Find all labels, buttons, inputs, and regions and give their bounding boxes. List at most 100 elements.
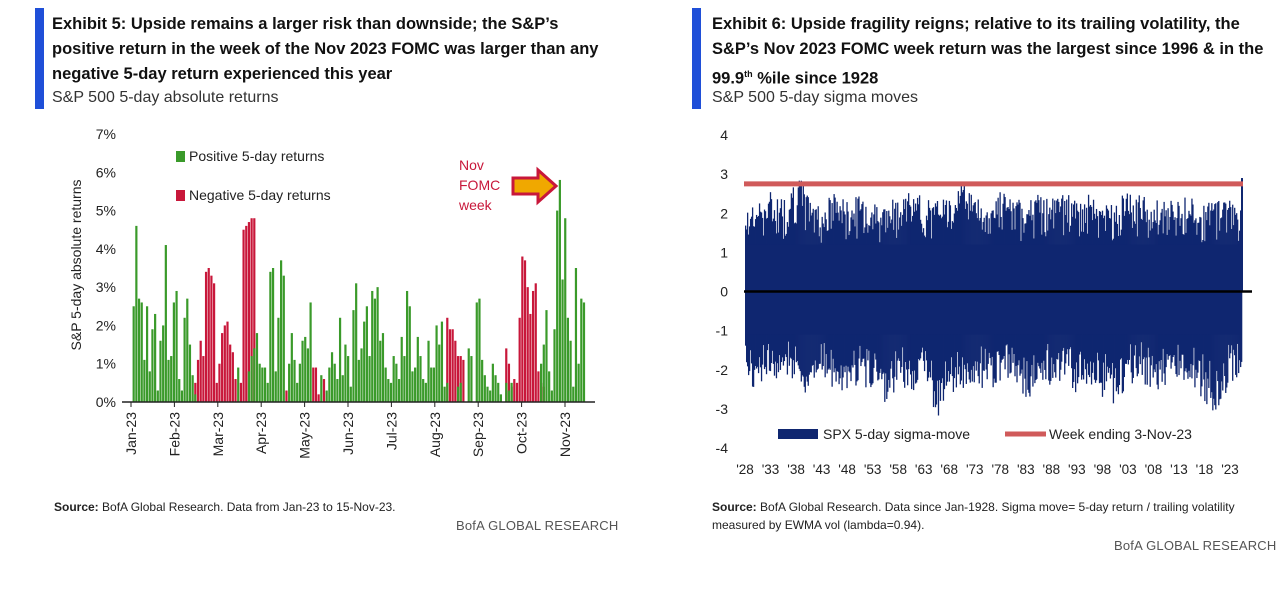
negative-return-bar [221,333,224,402]
positive-return-bar [325,390,328,402]
right-title-line3-sup: th [744,69,753,79]
positive-return-bar [172,302,175,402]
positive-return-bar [301,340,304,402]
negative-return-bar [451,329,454,402]
negative-return-bar [523,260,527,402]
left-x-tick-label: Oct-23 [514,412,530,454]
positive-return-bar [483,375,486,402]
positive-return-bar [507,390,511,402]
left-subtitle: S&P 500 5-day absolute returns [52,89,279,106]
negative-return-bar [454,340,457,402]
right-title: Exhibit 6: Upside fragility reigns; rela… [712,12,1277,92]
right-x-tick-label: '38 [787,462,805,477]
positive-return-bar [419,356,422,402]
right-title-line3: 99.9th %ile since 1928 [712,62,1277,92]
left-y-tick-label: 1% [96,356,116,372]
right-x-tick-label: '13 [1170,462,1188,477]
positive-return-bar [582,302,586,402]
negative-return-bar [194,382,197,402]
negative-return-bar [537,371,540,402]
positive-return-bar [414,367,417,402]
right-source: Source: BofA Global Research. Data since… [712,498,1277,534]
left-y-tick-label: 3% [96,279,116,295]
positive-return-bar [237,367,240,402]
positive-return-bar [422,379,425,402]
negative-return-bar [446,317,449,402]
right-y-tick-label: 2 [720,205,728,221]
legend-negative-swatch [176,190,185,201]
left-source-text: BofA Global Research. Data from Jan-23 t… [102,500,396,514]
positive-return-bar [320,375,323,402]
positive-return-bar [572,386,575,402]
left-title-line2: positive return in the week of the Nov 2… [52,40,599,58]
positive-return-bar [191,375,194,402]
positive-return-bar [164,245,167,402]
negative-return-bar [204,271,208,402]
positive-return-bar [261,367,264,402]
left-x-tick-label: Jan-23 [123,412,139,455]
left-accent-bar [35,8,44,109]
positive-return-bar [580,298,583,402]
positive-return-bar [569,340,572,402]
positive-return-bar [194,394,197,402]
right-y-tick-label: 4 [720,127,728,143]
left-title-line3: negative 5-day return experienced this y… [52,65,393,83]
positive-return-bar [336,379,339,402]
positive-return-bar [456,386,460,402]
right-x-tick-label: '93 [1068,462,1086,477]
left-title-line1: Exhibit 5: Upside remains a larger risk … [52,15,559,33]
positive-return-bar [338,317,342,402]
right-title-line3-post: %ile since 1928 [752,69,879,88]
left-chart: S&P 5-day absolute returns 0% 1% 2% 3% 4% 5% 6… [68,126,595,459]
negative-return-bar [314,367,318,402]
left-panel: Exhibit 5: Upside remains a larger risk … [0,0,640,575]
positive-return-bar [577,363,580,402]
positive-return-bar [349,386,352,402]
right-accent-bar [692,8,701,109]
positive-return-bar [405,290,409,402]
negative-return-bar [518,317,521,402]
positive-return-bar [497,382,500,402]
right-source-label: Source: [712,500,757,514]
positive-return-bar [494,375,497,402]
positive-return-bar [486,386,489,402]
annotation-line3: week [458,197,493,213]
right-x-tick-label: '98 [1094,462,1112,477]
positive-return-bar [344,344,347,402]
left-x-tick-label: Apr-23 [253,412,269,454]
negative-return-bar [218,363,221,402]
positive-return-bar [564,218,567,402]
positive-return-bar [435,325,438,402]
positive-return-bar [296,382,299,402]
positive-return-bar [545,310,548,402]
negative-return-bar [448,329,452,402]
positive-return-bar [151,329,154,402]
left-y-axis-label: S&P 5-day absolute returns [68,180,84,351]
positive-return-bar [446,382,449,402]
positive-return-bar [499,394,503,402]
positive-return-bar [403,356,406,402]
right-title-line3-pre: 99.9 [712,69,745,88]
left-x-tick-label: May-23 [297,412,313,459]
positive-return-bar [132,306,135,402]
positive-return-bar [137,298,141,402]
positive-return-bar [253,348,256,402]
left-y-tick-label: 7% [96,126,116,142]
positive-return-bar [180,390,184,402]
positive-return-bar [550,390,553,402]
positive-return-bar [263,367,267,402]
negative-return-bar [196,359,200,402]
left-y-tick-label: 0% [96,394,116,410]
left-x-tick-label: Nov-23 [557,412,573,457]
positive-return-bar [266,382,269,402]
negative-return-bar [247,222,251,402]
positive-return-bar [540,363,543,402]
right-y-tick-label: -4 [716,440,729,456]
negative-return-bar [231,352,234,402]
negative-return-bar [515,382,519,402]
positive-return-bar [255,333,259,402]
left-y-tick-label: 5% [96,203,116,219]
positive-return-bar [478,298,481,402]
positive-return-bar [574,268,578,402]
legend-sigma-label: SPX 5-day sigma-move [823,426,970,442]
